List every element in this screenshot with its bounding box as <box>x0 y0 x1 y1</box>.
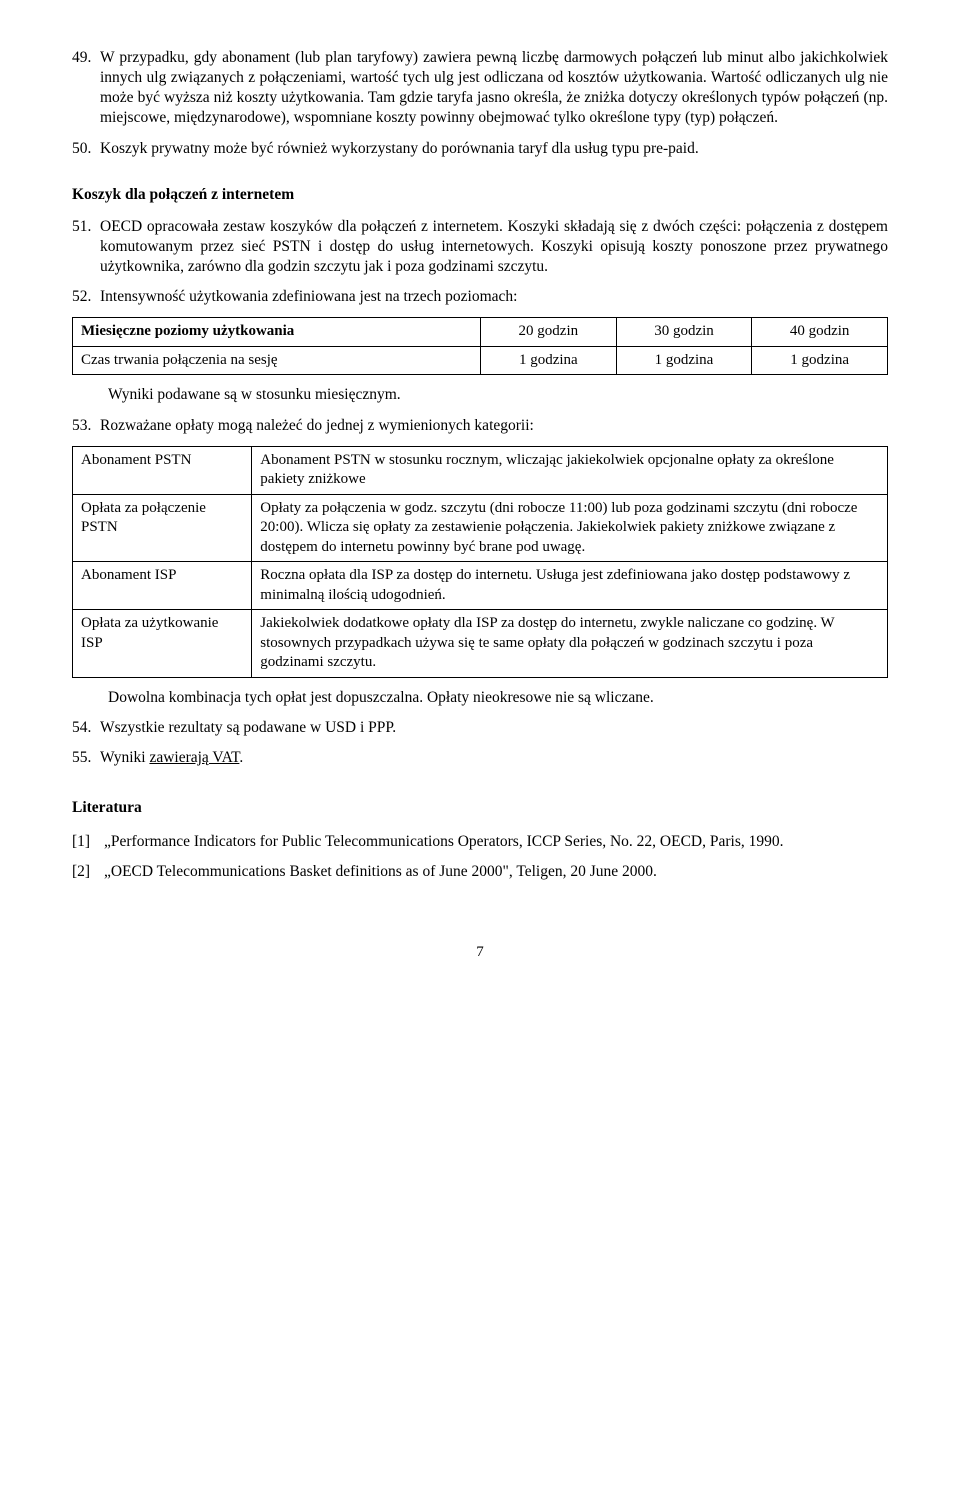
reference-number: [1] <box>72 832 104 852</box>
item-body: OECD opracowała zestaw koszyków dla połą… <box>100 217 888 277</box>
item-number: 55. <box>72 748 100 768</box>
table-cell: Miesięczne poziomy użytkowania <box>73 318 481 347</box>
table-row: Abonament ISP Roczna opłata dla ISP za d… <box>73 562 888 610</box>
item-body: Wszystkie rezultaty są podawane w USD i … <box>100 718 888 738</box>
table-cell: 1 godzina <box>752 346 888 375</box>
table-cell: 1 godzina <box>481 346 617 375</box>
note-after-table-1: Wyniki podawane są w stosunku miesięczny… <box>108 385 888 405</box>
table-cell: 1 godzina <box>616 346 752 375</box>
table-cell: Jakiekolwiek dodatkowe opłaty dla ISP za… <box>252 610 888 678</box>
table-row: Miesięczne poziomy użytkowania 20 godzin… <box>73 318 888 347</box>
table-cell: Opłata za połączenie PSTN <box>73 494 252 562</box>
item-number: 54. <box>72 718 100 738</box>
section-heading-internet: Koszyk dla połączeń z internetem <box>72 185 888 205</box>
item-number: 52. <box>72 287 100 307</box>
literature-heading: Literatura <box>72 798 888 818</box>
item-number: 49. <box>72 48 100 129</box>
list-item-52: 52. Intensywność użytkowania zdefiniowan… <box>72 287 888 307</box>
table-row: Czas trwania połączenia na sesję 1 godzi… <box>73 346 888 375</box>
table-cell: Czas trwania połączenia na sesję <box>73 346 481 375</box>
item-number: 51. <box>72 217 100 277</box>
list-item-51: 51. OECD opracowała zestaw koszyków dla … <box>72 217 888 277</box>
table-cell: Abonament ISP <box>73 562 252 610</box>
item-number: 53. <box>72 416 100 436</box>
table-cell: Roczna opłata dla ISP za dostęp do inter… <box>252 562 888 610</box>
list-item-53: 53. Rozważane opłaty mogą należeć do jed… <box>72 416 888 436</box>
reference-1: [1] „Performance Indicators for Public T… <box>72 832 888 852</box>
reference-body: „OECD Telecommunications Basket definiti… <box>104 862 888 882</box>
item-body: Intensywność użytkowania zdefiniowana je… <box>100 287 888 307</box>
item-body: Rozważane opłaty mogą należeć do jednej … <box>100 416 888 436</box>
table-row: Abonament PSTN Abonament PSTN w stosunku… <box>73 446 888 494</box>
table-row: Opłata za użytkowanie ISP Jakiekolwiek d… <box>73 610 888 678</box>
table-cell: 30 godzin <box>616 318 752 347</box>
item-body: Koszyk prywatny może być również wykorzy… <box>100 139 888 159</box>
table-cell: Abonament PSTN <box>73 446 252 494</box>
table-cell: Abonament PSTN w stosunku rocznym, wlicz… <box>252 446 888 494</box>
usage-levels-table: Miesięczne poziomy użytkowania 20 godzin… <box>72 317 888 375</box>
list-item-54: 54. Wszystkie rezultaty są podawane w US… <box>72 718 888 738</box>
list-item-55: 55. Wyniki zawierają VAT. <box>72 748 888 768</box>
page-number: 7 <box>72 943 888 963</box>
list-item-50: 50. Koszyk prywatny może być również wyk… <box>72 139 888 159</box>
underlined-text: zawierają VAT <box>149 749 239 766</box>
item-body: W przypadku, gdy abonament (lub plan tar… <box>100 48 888 129</box>
note-after-table-2: Dowolna kombinacja tych opłat jest dopus… <box>108 688 888 708</box>
reference-number: [2] <box>72 862 104 882</box>
item-number: 50. <box>72 139 100 159</box>
table-cell: 40 godzin <box>752 318 888 347</box>
reference-2: [2] „OECD Telecommunications Basket defi… <box>72 862 888 882</box>
item-body: Wyniki zawierają VAT. <box>100 748 888 768</box>
reference-body: „Performance Indicators for Public Telec… <box>104 832 888 852</box>
table-cell: Opłaty za połączenia w godz. szczytu (dn… <box>252 494 888 562</box>
table-cell: 20 godzin <box>481 318 617 347</box>
text: . <box>239 749 243 766</box>
fee-categories-table: Abonament PSTN Abonament PSTN w stosunku… <box>72 446 888 678</box>
table-row: Opłata za połączenie PSTN Opłaty za połą… <box>73 494 888 562</box>
list-item-49: 49. W przypadku, gdy abonament (lub plan… <box>72 48 888 129</box>
table-cell: Opłata za użytkowanie ISP <box>73 610 252 678</box>
text: Wyniki <box>100 749 149 766</box>
